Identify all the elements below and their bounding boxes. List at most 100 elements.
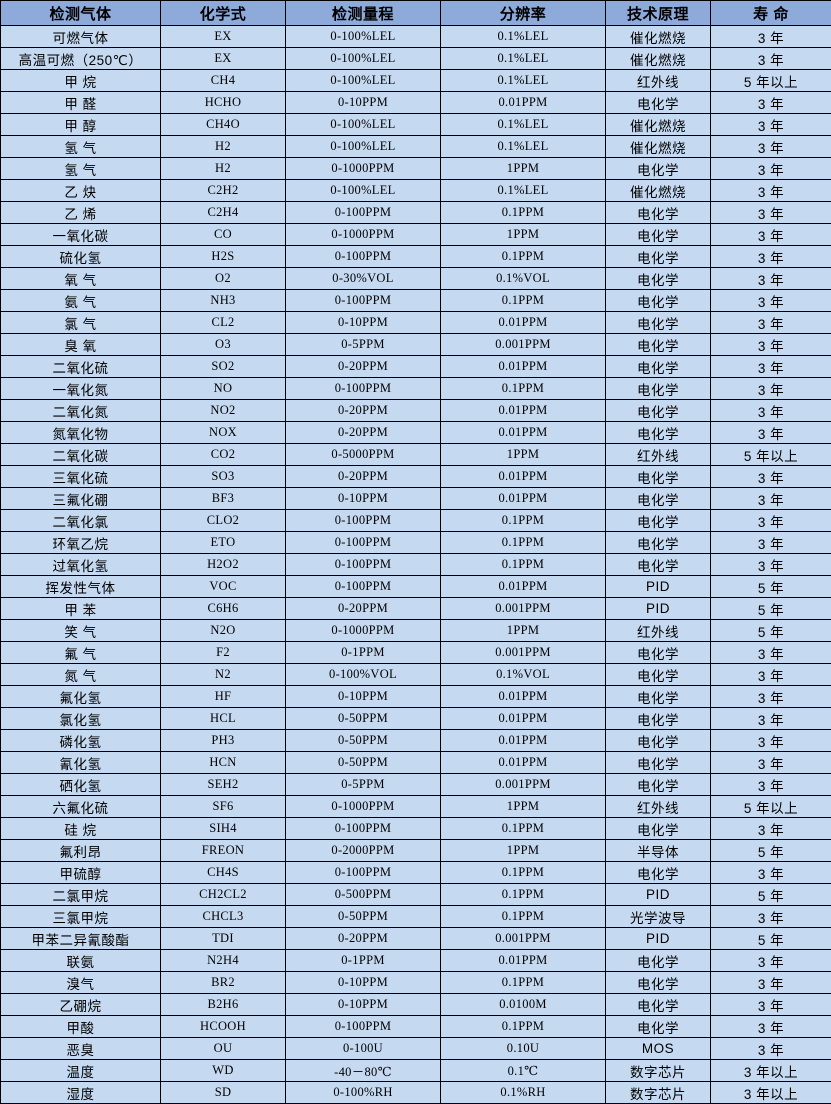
cell-life: 3 年 xyxy=(711,92,831,114)
cell-res: 1PPM xyxy=(441,620,606,642)
cell-formula: F2 xyxy=(161,642,286,664)
cell-gas: 甲 醛 xyxy=(1,92,161,114)
cell-range: 0-100PPM xyxy=(286,510,441,532)
cell-tech: 红外线 xyxy=(606,70,711,92)
cell-formula: TDI xyxy=(161,928,286,950)
cell-res: 0.0100M xyxy=(441,994,606,1016)
cell-formula: CH4 xyxy=(161,70,286,92)
cell-range: 0-100%LEL xyxy=(286,114,441,136)
cell-res: 0.1%RH xyxy=(441,1082,606,1104)
cell-life: 3 年 xyxy=(711,290,831,312)
cell-life: 3 年 xyxy=(711,862,831,884)
cell-gas: 甲 醇 xyxy=(1,114,161,136)
cell-range: 0-10PPM xyxy=(286,92,441,114)
cell-formula: CH4O xyxy=(161,114,286,136)
cell-life: 5 年 xyxy=(711,598,831,620)
cell-gas: 氟 气 xyxy=(1,642,161,664)
cell-res: 0.1%LEL xyxy=(441,114,606,136)
cell-formula: N2O xyxy=(161,620,286,642)
cell-range: 0-100%LEL xyxy=(286,26,441,48)
cell-tech: 电化学 xyxy=(606,554,711,576)
cell-res: 0.001PPM xyxy=(441,774,606,796)
cell-life: 3 年 xyxy=(711,26,831,48)
cell-tech: 催化燃烧 xyxy=(606,136,711,158)
cell-tech: 数字芯片 xyxy=(606,1060,711,1082)
cell-range: 0-10PPM xyxy=(286,686,441,708)
cell-gas: 氮氧化物 xyxy=(1,422,161,444)
cell-res: 0.1℃ xyxy=(441,1060,606,1082)
cell-life: 3 年 xyxy=(711,114,831,136)
cell-tech: 催化燃烧 xyxy=(606,26,711,48)
cell-res: 0.1PPM xyxy=(441,862,606,884)
cell-life: 3 年 xyxy=(711,334,831,356)
cell-formula: SF6 xyxy=(161,796,286,818)
cell-gas: 甲硫醇 xyxy=(1,862,161,884)
cell-res: 0.1PPM xyxy=(441,532,606,554)
cell-gas: 笑 气 xyxy=(1,620,161,642)
cell-tech: PID xyxy=(606,598,711,620)
cell-gas: 硫化氢 xyxy=(1,246,161,268)
cell-tech: PID xyxy=(606,576,711,598)
cell-life: 3 年 xyxy=(711,136,831,158)
cell-formula: O3 xyxy=(161,334,286,356)
cell-res: 0.01PPM xyxy=(441,400,606,422)
cell-range: 0-5PPM xyxy=(286,334,441,356)
cell-gas: 二氧化碳 xyxy=(1,444,161,466)
cell-life: 3 年 xyxy=(711,554,831,576)
cell-life: 3 年 xyxy=(711,202,831,224)
cell-formula: NOX xyxy=(161,422,286,444)
cell-formula: HF xyxy=(161,686,286,708)
cell-tech: 电化学 xyxy=(606,356,711,378)
cell-gas: 氯化氢 xyxy=(1,708,161,730)
cell-tech: MOS xyxy=(606,1038,711,1060)
cell-range: 0-50PPM xyxy=(286,906,441,928)
cell-tech: 电化学 xyxy=(606,972,711,994)
cell-life: 5 年 xyxy=(711,620,831,642)
column-header-range: 检测量程 xyxy=(286,1,441,26)
cell-life: 3 年 xyxy=(711,774,831,796)
cell-tech: 红外线 xyxy=(606,796,711,818)
cell-formula: NO2 xyxy=(161,400,286,422)
cell-formula: CO2 xyxy=(161,444,286,466)
cell-gas: 联氨 xyxy=(1,950,161,972)
cell-res: 0.01PPM xyxy=(441,752,606,774)
cell-life: 3 年 xyxy=(711,1016,831,1038)
cell-tech: 电化学 xyxy=(606,510,711,532)
cell-formula: O2 xyxy=(161,268,286,290)
cell-formula: NO xyxy=(161,378,286,400)
cell-res: 0.1%LEL xyxy=(441,70,606,92)
cell-gas: 氢 气 xyxy=(1,158,161,180)
cell-res: 0.1PPM xyxy=(441,246,606,268)
cell-res: 0.1PPM xyxy=(441,1016,606,1038)
cell-tech: 催化燃烧 xyxy=(606,114,711,136)
cell-res: 0.1PPM xyxy=(441,202,606,224)
cell-gas: 六氟化硫 xyxy=(1,796,161,818)
cell-formula: CHCL3 xyxy=(161,906,286,928)
cell-formula: HCN xyxy=(161,752,286,774)
cell-range: 0-50PPM xyxy=(286,730,441,752)
cell-res: 0.1PPM xyxy=(441,906,606,928)
cell-formula: ETO xyxy=(161,532,286,554)
cell-formula: EX xyxy=(161,26,286,48)
cell-res: 0.1PPM xyxy=(441,510,606,532)
cell-tech: 电化学 xyxy=(606,994,711,1016)
cell-gas: 恶臭 xyxy=(1,1038,161,1060)
cell-tech: PID xyxy=(606,928,711,950)
cell-life: 3 年 xyxy=(711,224,831,246)
cell-range: 0-5000PPM xyxy=(286,444,441,466)
cell-formula: HCOOH xyxy=(161,1016,286,1038)
cell-range: 0-1000PPM xyxy=(286,158,441,180)
cell-life: 3 年 xyxy=(711,708,831,730)
cell-res: 0.01PPM xyxy=(441,312,606,334)
cell-life: 5 年 xyxy=(711,884,831,906)
